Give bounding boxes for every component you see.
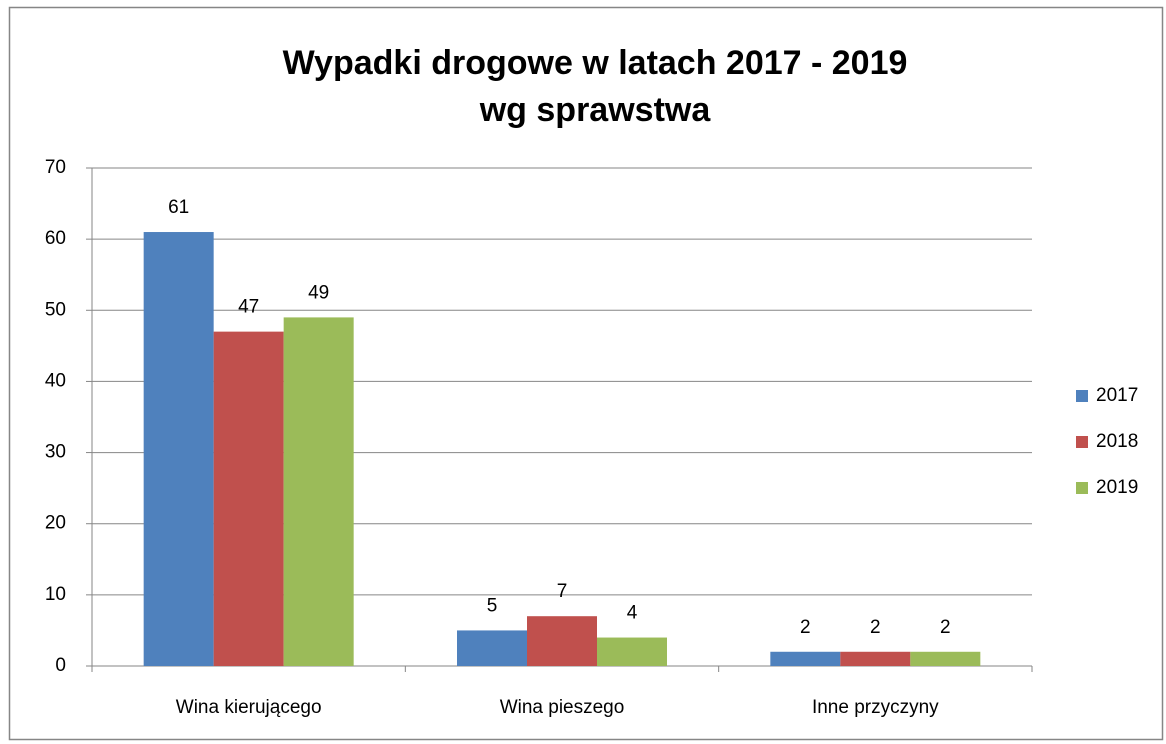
y-tick-label: 40 xyxy=(45,370,66,391)
chart-title: wg sprawstwa xyxy=(479,91,712,129)
data-label: 2 xyxy=(940,617,951,638)
legend-label: 2019 xyxy=(1096,477,1138,498)
data-label: 49 xyxy=(308,282,329,303)
legend-label: 2018 xyxy=(1096,431,1138,452)
legend-swatch xyxy=(1076,436,1088,448)
y-tick-label: 70 xyxy=(45,157,66,178)
y-tick-label: 60 xyxy=(45,228,66,249)
x-tick-label: Inne przyczyny xyxy=(812,697,939,718)
legend-swatch xyxy=(1076,390,1088,402)
legend-swatch xyxy=(1076,482,1088,494)
chart-title: Wypadki drogowe w latach 2017 - 2019 xyxy=(283,44,908,82)
bar xyxy=(283,317,354,666)
bar xyxy=(143,232,214,666)
data-label: 2 xyxy=(870,617,881,638)
data-label: 61 xyxy=(168,197,189,218)
x-tick-label: Wina kierującego xyxy=(176,697,322,718)
y-tick-label: 30 xyxy=(45,442,66,463)
data-label: 7 xyxy=(557,581,568,602)
x-tick-label: Wina pieszego xyxy=(500,697,625,718)
legend-label: 2017 xyxy=(1096,385,1138,406)
y-tick-label: 20 xyxy=(45,513,66,534)
data-label: 5 xyxy=(487,595,498,616)
y-tick-label: 50 xyxy=(45,299,66,320)
bar xyxy=(597,637,667,666)
data-label: 47 xyxy=(238,297,259,318)
bar xyxy=(770,651,841,666)
data-label: 2 xyxy=(800,617,811,638)
y-tick-label: 0 xyxy=(55,655,66,676)
bar xyxy=(457,630,527,666)
bar xyxy=(910,651,981,666)
bar xyxy=(840,651,911,666)
data-label: 4 xyxy=(627,603,638,624)
bar xyxy=(527,616,597,666)
y-tick-label: 10 xyxy=(45,584,66,605)
bar xyxy=(213,331,284,666)
